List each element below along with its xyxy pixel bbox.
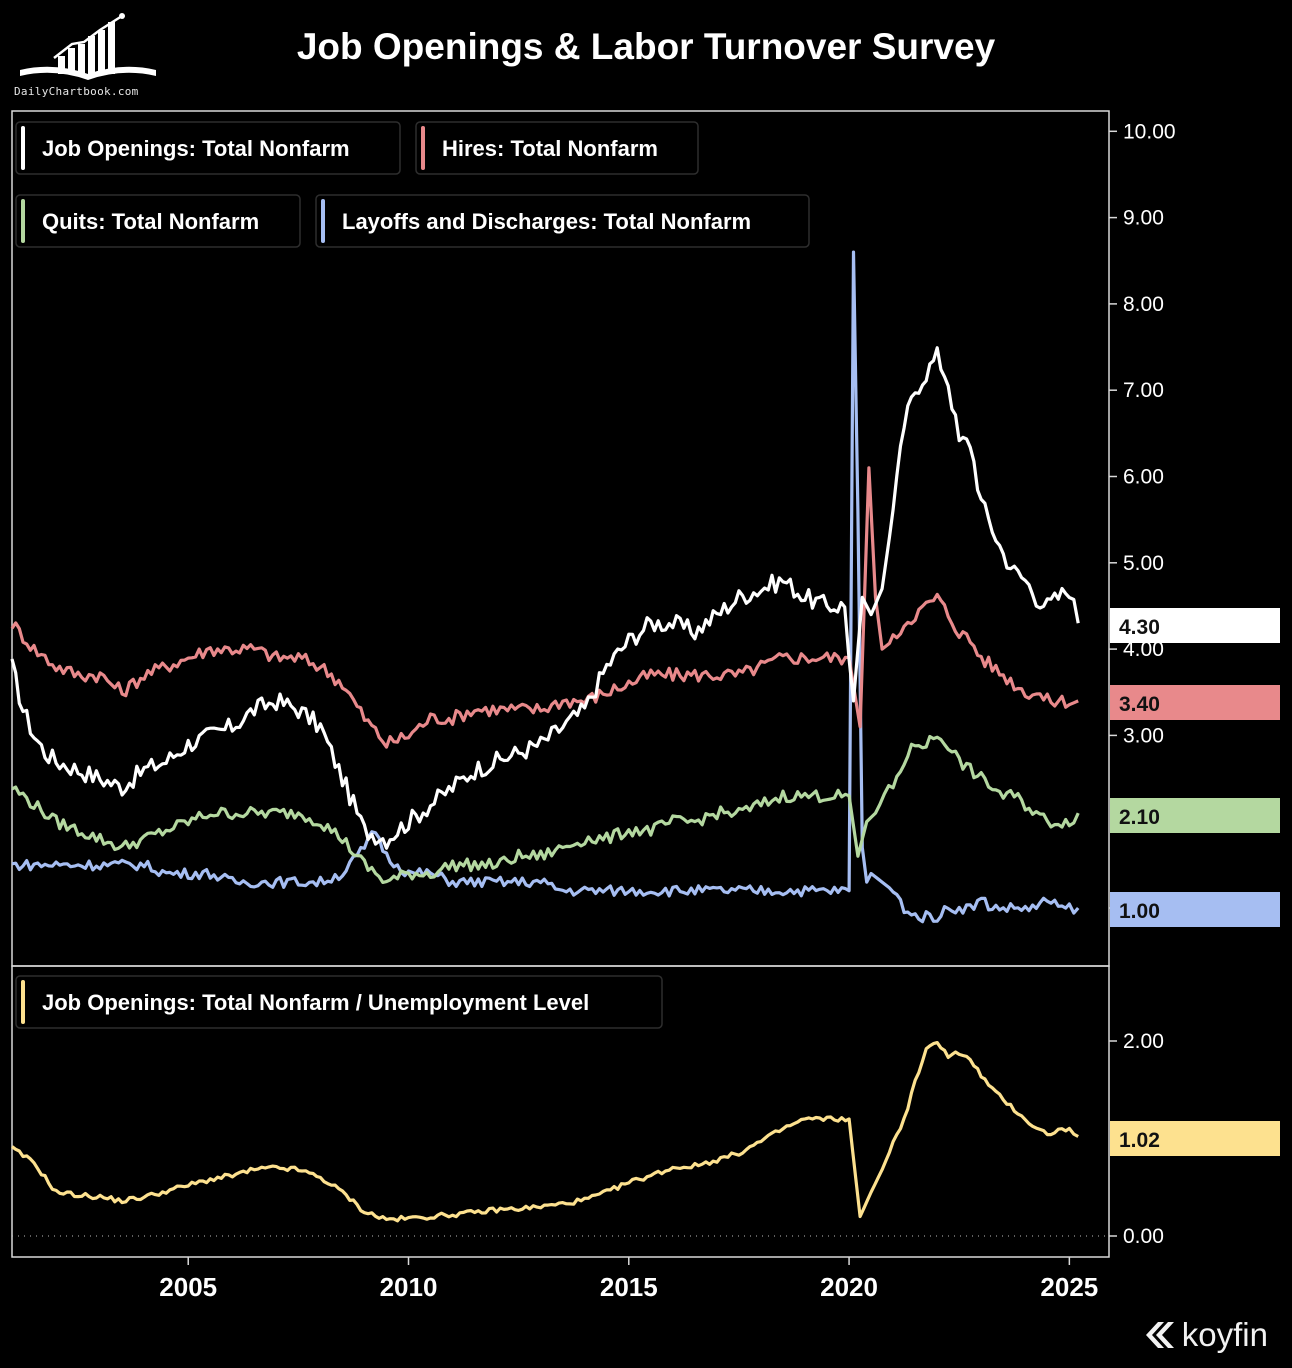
legend-ratio: Job Openings: Total Nonfarm / Unemployme… xyxy=(15,975,663,1029)
last-value-ratio: 1.02 xyxy=(1110,1121,1280,1156)
y-tick-label: 2.00 xyxy=(1123,1030,1164,1053)
legend-layer: Job Openings: Total Nonfarm Hires: Total … xyxy=(15,121,810,1029)
legend-swatch xyxy=(321,199,325,243)
legend-hires: Hires: Total Nonfarm xyxy=(415,121,699,175)
legend-label: Layoffs and Discharges: Total Nonfarm xyxy=(342,209,751,234)
y-tick-label: 9.00 xyxy=(1123,207,1164,230)
legend-label: Hires: Total Nonfarm xyxy=(442,136,658,161)
legend-label: Job Openings: Total Nonfarm xyxy=(42,136,350,161)
layoffs-series-line xyxy=(11,250,1080,924)
legend-box xyxy=(15,975,663,1029)
value-tag-label: 3.40 xyxy=(1119,693,1160,716)
value-tag-box xyxy=(1110,685,1280,720)
legend-quits: Quits: Total Nonfarm xyxy=(15,194,301,248)
legend-swatch xyxy=(421,126,425,170)
y-tick-label: 7.00 xyxy=(1123,379,1164,402)
value-tag-label: 1.02 xyxy=(1119,1129,1160,1152)
value-tag-box xyxy=(1110,1121,1280,1156)
x-tick-label: 2010 xyxy=(380,1272,438,1302)
series-layer xyxy=(10,250,1080,1223)
x-tick-label: 2005 xyxy=(159,1272,217,1302)
job-openings-series-line xyxy=(10,346,1080,850)
axis-layer: 1.00 3.00 4.00 5.00 6.00 7.00 8.00 9.00 10.00 0.0… xyxy=(159,120,1175,1302)
y-tick-label: 0.00 xyxy=(1123,1225,1164,1248)
source-label: DailyChartbook.com xyxy=(14,85,139,98)
koyfin-logo-icon xyxy=(1145,1322,1174,1348)
legend-box xyxy=(15,194,301,248)
legend-swatch xyxy=(21,126,25,170)
y-tick-label: 4.00 xyxy=(1123,638,1164,661)
legend-job-openings: Job Openings: Total Nonfarm xyxy=(15,121,401,175)
legend-box xyxy=(15,121,401,175)
quits-series-line xyxy=(11,734,1080,884)
legend-label: Quits: Total Nonfarm xyxy=(42,209,259,234)
daily-chartbook-logo xyxy=(20,13,156,80)
value-tag-label: 4.30 xyxy=(1119,616,1160,639)
ratio-series-line xyxy=(11,1041,1079,1223)
last-value-quits: 2.10 xyxy=(1110,798,1280,833)
x-tick-label: 2015 xyxy=(600,1272,658,1302)
y-tick-label: 10.00 xyxy=(1123,120,1176,143)
legend-swatch xyxy=(21,980,25,1024)
value-tag-box xyxy=(1110,608,1280,643)
x-tick-label: 2025 xyxy=(1040,1272,1098,1302)
frame-layer xyxy=(11,110,1110,1258)
legend-box xyxy=(315,194,810,248)
last-value-layoffs: 1.00 xyxy=(1110,892,1280,927)
last-value-hires: 3.40 xyxy=(1110,685,1280,720)
legend-label: Job Openings: Total Nonfarm / Unemployme… xyxy=(42,990,589,1015)
koyfin-wordmark: koyfin xyxy=(1181,1316,1268,1353)
y-tick-label: 8.00 xyxy=(1123,293,1164,316)
last-value-job-openings: 4.30 xyxy=(1110,608,1280,643)
hires-series-line xyxy=(10,466,1079,749)
value-tag-label: 1.00 xyxy=(1119,900,1160,923)
chart-title: Job Openings & Labor Turnover Survey xyxy=(296,26,996,67)
y-tick-label: 3.00 xyxy=(1123,724,1164,747)
legend-layoffs: Layoffs and Discharges: Total Nonfarm xyxy=(315,194,810,248)
y-tick-label: 6.00 xyxy=(1123,466,1164,489)
value-tag-label: 2.10 xyxy=(1119,806,1160,829)
y-tick-label: 5.00 xyxy=(1123,552,1164,575)
x-tick-label: 2020 xyxy=(820,1272,878,1302)
value-tag-box xyxy=(1110,798,1280,833)
last-value-layer: 4.30 3.40 2.10 1.00 1.02 xyxy=(1110,608,1280,1156)
legend-box xyxy=(415,121,699,175)
lower-panel-frame xyxy=(11,965,1110,1258)
legend-swatch xyxy=(21,199,25,243)
koyfin-brand: koyfin xyxy=(1144,1316,1268,1354)
value-tag-box xyxy=(1110,892,1280,927)
